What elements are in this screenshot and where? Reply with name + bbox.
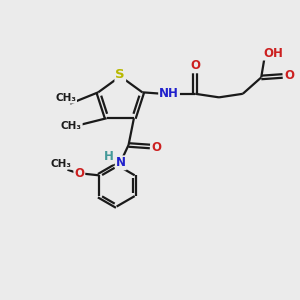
Text: NH: NH	[159, 87, 179, 100]
Text: O: O	[190, 59, 200, 72]
Text: O: O	[152, 141, 161, 154]
Text: CH₃: CH₃	[61, 121, 82, 130]
Text: O: O	[74, 167, 84, 180]
Text: O: O	[284, 70, 294, 83]
Text: CH₃: CH₃	[55, 93, 76, 103]
Text: OH: OH	[263, 46, 283, 60]
Text: S: S	[116, 68, 125, 81]
Text: H: H	[104, 150, 114, 164]
Text: N: N	[116, 156, 126, 169]
Text: CH₃: CH₃	[50, 159, 71, 169]
